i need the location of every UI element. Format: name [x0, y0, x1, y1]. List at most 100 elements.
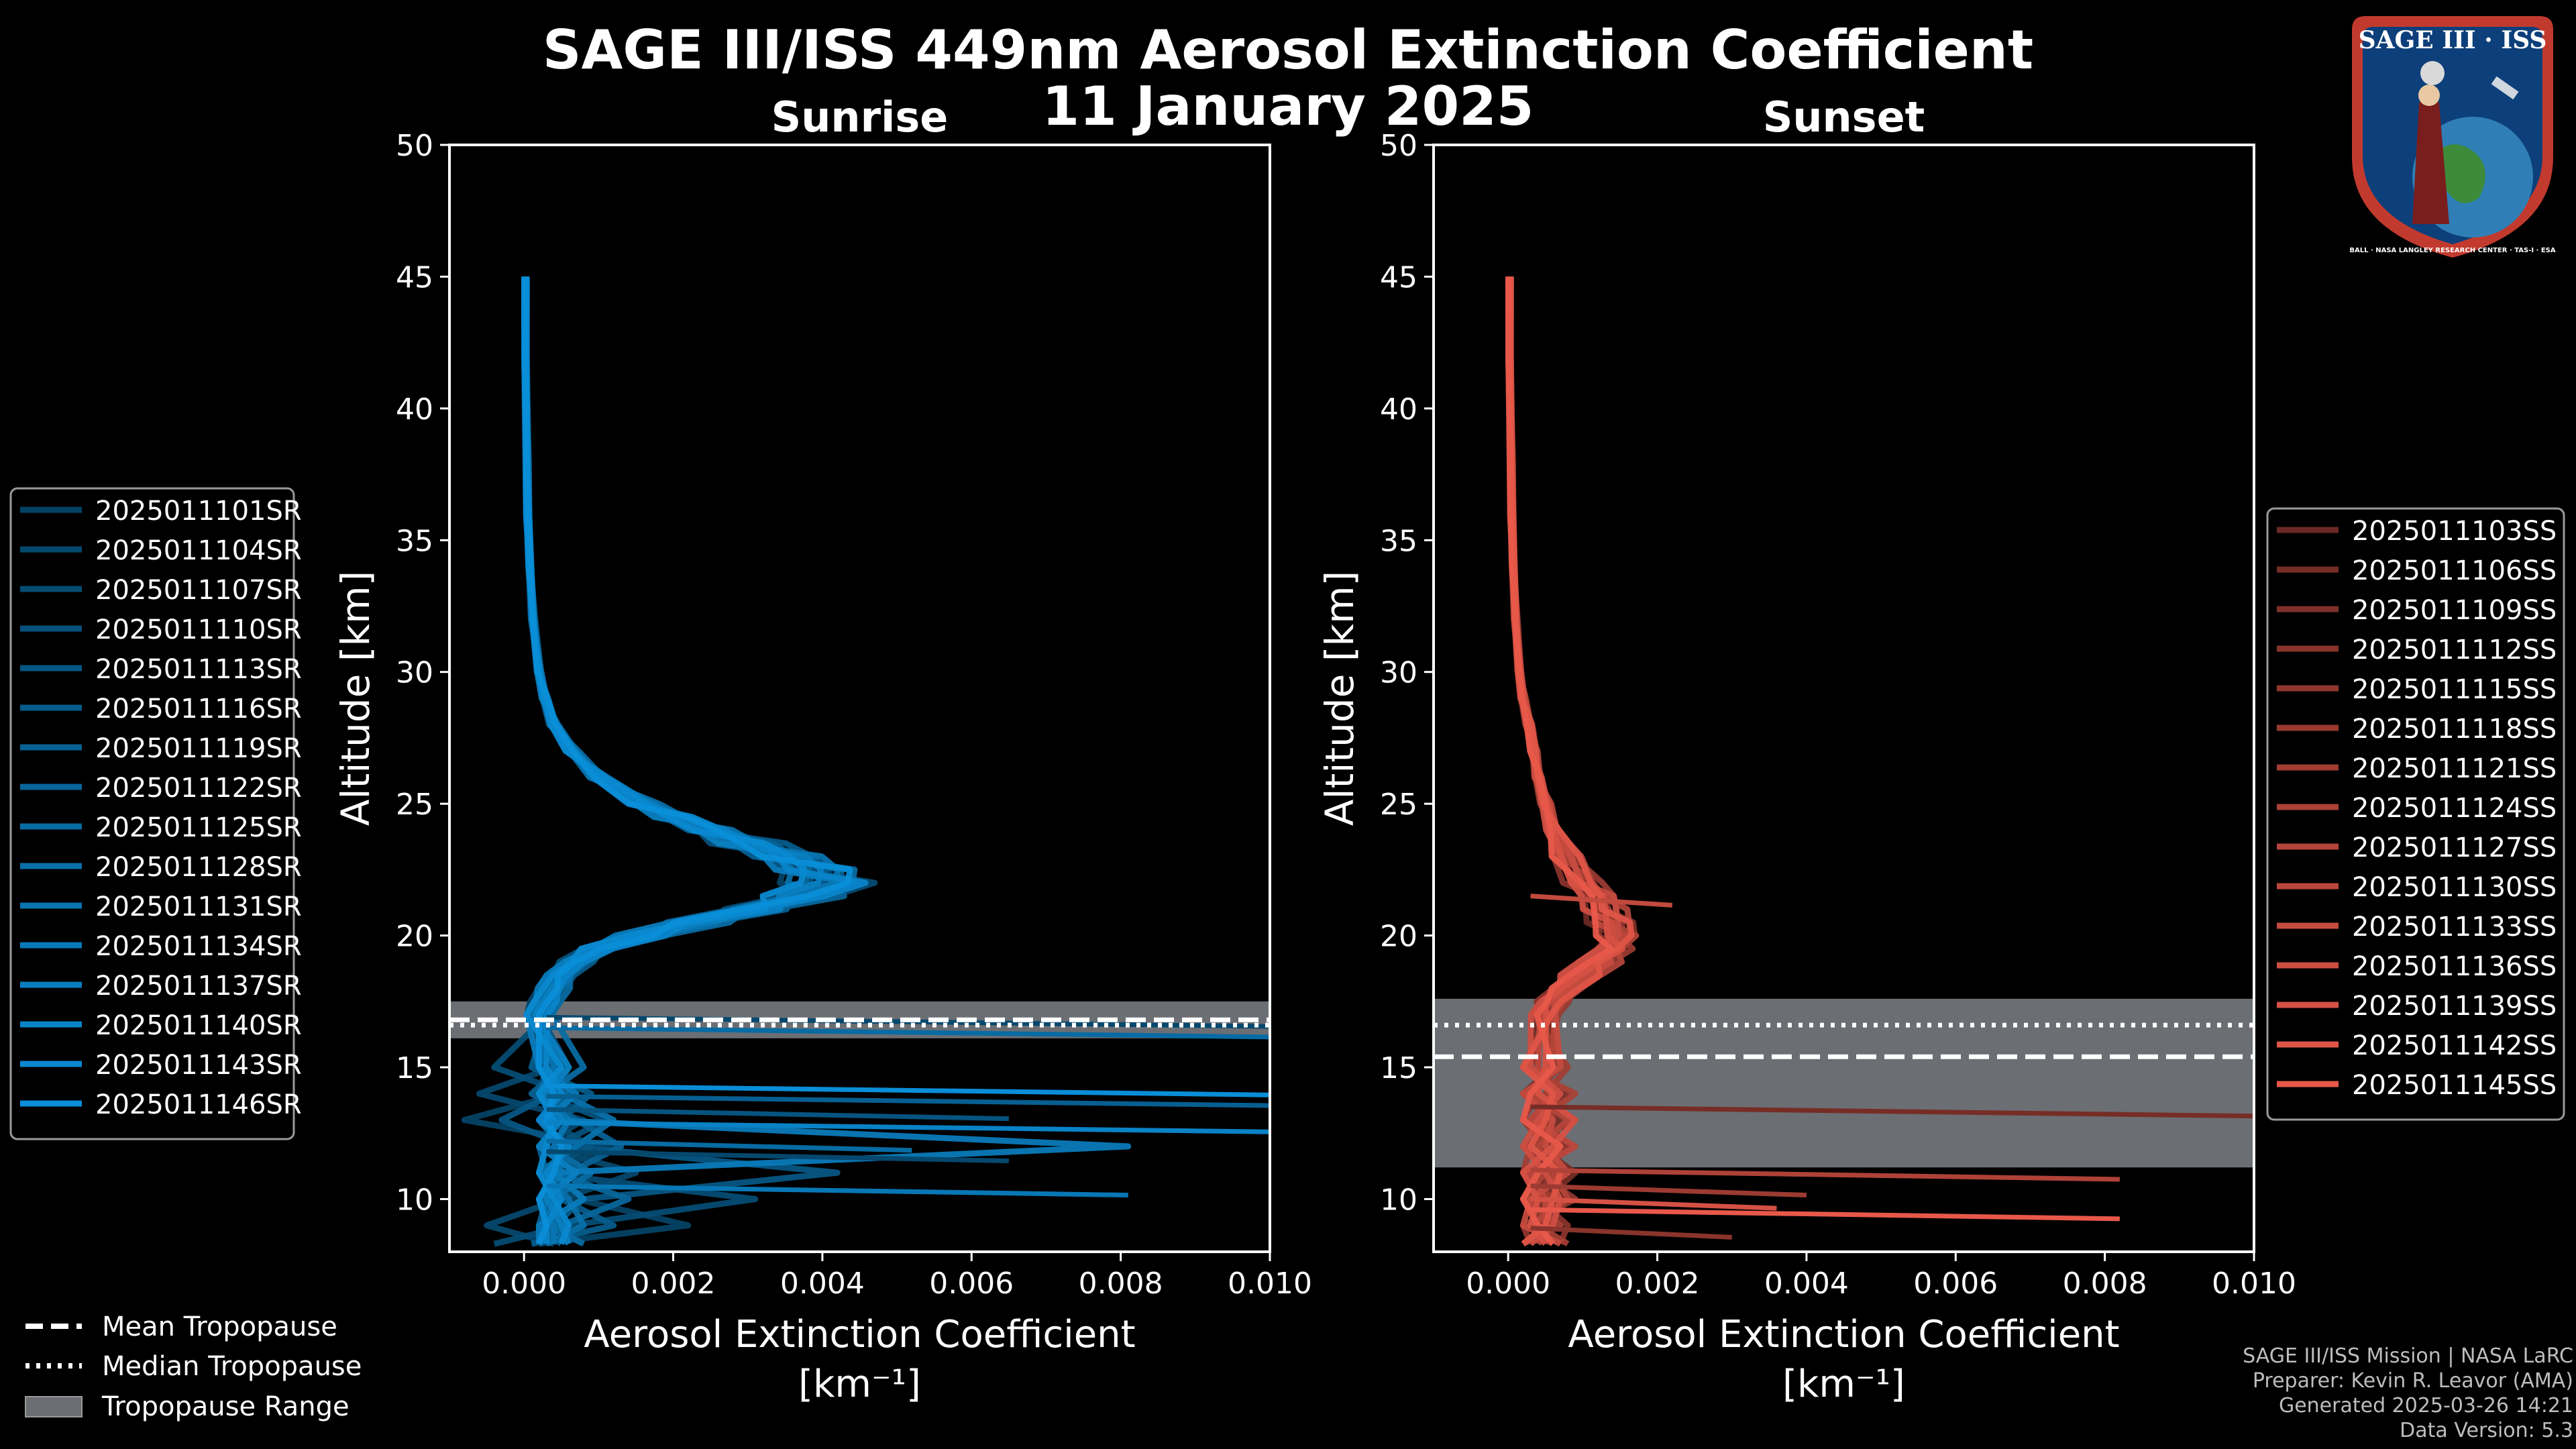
- sunrise-ytick-label: 10: [396, 1183, 433, 1217]
- legend-label-2025011103SS: 2025011103SS: [2352, 516, 2557, 547]
- legend-label-2025011128SR: 2025011128SR: [95, 852, 302, 883]
- sunrise-ytick-label: 20: [396, 920, 433, 954]
- credit-mission: SAGE III/ISS Mission | NASA LaRC: [2243, 1344, 2573, 1368]
- mean-tropopause-label: Mean Tropopause: [102, 1311, 337, 1342]
- sunrise-xtick-label: 0.000: [482, 1267, 566, 1301]
- sunset-spike-line: [1530, 1207, 2120, 1222]
- sunset-ytick-label: 35: [1380, 524, 1417, 558]
- logo-moon: [2420, 61, 2445, 85]
- sunset-ytick-label: 50: [1380, 129, 1417, 163]
- logo-figure: [2412, 93, 2449, 224]
- sunrise-axes-frame: [448, 144, 1271, 1253]
- sunset-spike-line: [1530, 1196, 1777, 1211]
- sunset-ytick-label: 25: [1380, 788, 1417, 822]
- sunrise-ytick-label: 40: [396, 392, 433, 427]
- sunset-panel: 10 15 20 25 30 35 40 45 50 0.000 0.002 0.004 0.006 0.…: [1317, 93, 2565, 1406]
- sunrise-ytick-label: 35: [396, 524, 433, 558]
- legend-label-2025011118SS: 2025011118SS: [2352, 714, 2557, 745]
- sunset-legend-box: [2266, 507, 2565, 1121]
- sunrise-spike-line: [546, 1183, 1128, 1198]
- sunset-plot-area: [1434, 276, 2254, 1247]
- legend-label-2025011134SR: 2025011134SR: [95, 931, 302, 962]
- sage-mission-logo: SAGE III · ISS BALL · NASA LANGLEY RESEA…: [2349, 16, 2556, 258]
- sunrise-panel: 10 15 20 25 30 35 40 45 50 0.000 0.002 0.004 0.006 0.…: [9, 93, 1312, 1406]
- sunrise-legend-box: [9, 487, 295, 1140]
- legend-label-2025011122SR: 2025011122SR: [95, 773, 302, 804]
- sunset-xtick-label: 0.008: [2063, 1267, 2147, 1301]
- legend-label-2025011104SR: 2025011104SR: [95, 535, 302, 566]
- sunrise-xtick-label: 0.006: [929, 1267, 1014, 1301]
- legend-label-2025011145SS: 2025011145SS: [2352, 1070, 2557, 1101]
- logo-station: [2491, 76, 2519, 100]
- sunrise-xtick-label: 0.004: [780, 1267, 865, 1301]
- sunrise-ytick-label: 50: [396, 129, 433, 163]
- sunset-yaxis-label: Altitude [km]: [1317, 571, 1362, 826]
- series-line-2025011146SR: [522, 276, 853, 1245]
- sunset-spike-line: [1530, 1226, 1732, 1240]
- sunset-ytick-label: 15: [1380, 1051, 1417, 1085]
- legend-label-2025011119SR: 2025011119SR: [95, 733, 302, 764]
- sunset-ytick-label: 30: [1380, 656, 1417, 690]
- sunrise-yaxis-label: Altitude [km]: [333, 571, 378, 826]
- legend-label-2025011110SR: 2025011110SR: [95, 614, 302, 645]
- credit-generated: Generated 2025-03-26 14:21: [2278, 1394, 2573, 1417]
- logo-figure-head: [2418, 85, 2440, 106]
- logo-wordmark: SAGE III · ISS: [2359, 26, 2547, 54]
- legend-label-2025011124SS: 2025011124SS: [2352, 793, 2557, 824]
- sunset-axes-frame: [1432, 144, 2255, 1253]
- legend-label-2025011143SR: 2025011143SR: [95, 1050, 302, 1081]
- sunset-xtick-label: 0.006: [1913, 1267, 1998, 1301]
- legend-label-2025011146SR: 2025011146SR: [95, 1089, 302, 1120]
- legend-label-2025011109SS: 2025011109SS: [2352, 595, 2557, 626]
- sunrise-spike-line: [546, 1025, 1270, 1040]
- sunrise-xtick-label: 0.002: [631, 1267, 716, 1301]
- tropopause-legend: Mean Tropopause Median Tropopause Tropopau…: [25, 1311, 362, 1422]
- legend-label-2025011107SR: 2025011107SR: [95, 575, 302, 606]
- legend-label-2025011113SR: 2025011113SR: [95, 654, 302, 685]
- tropopause-range-label: Tropopause Range: [101, 1391, 350, 1422]
- credits-block: SAGE III/ISS Mission | NASA LaRC Prepare…: [2243, 1344, 2573, 1443]
- sunset-xaxis-label: Aerosol Extinction Coefficient: [1568, 1313, 2119, 1356]
- legend-label-2025011131SR: 2025011131SR: [95, 892, 302, 922]
- sunrise-ytick-label: 15: [396, 1051, 433, 1085]
- sunrise-spike-line: [546, 1138, 912, 1153]
- sunrise-xtick-label: 0.008: [1079, 1267, 1163, 1301]
- sunset-ytick-label: 45: [1380, 260, 1417, 294]
- sunrise-spike-line: [546, 1149, 1009, 1163]
- legend-label-2025011116SR: 2025011116SR: [95, 694, 302, 724]
- chart-subtitle: 11 January 2025: [1042, 75, 1534, 138]
- sunrise-spike-line: [546, 1083, 1270, 1097]
- legend-label-2025011127SS: 2025011127SS: [2352, 833, 2557, 863]
- legend-label-2025011125SR: 2025011125SR: [95, 812, 302, 843]
- sunrise-spike-line: [546, 1107, 1009, 1122]
- legend-label-2025011112SS: 2025011112SS: [2352, 635, 2557, 665]
- chart-title: SAGE III/ISS 449nm Aerosol Extinction Co…: [542, 19, 2034, 81]
- sunrise-ytick-label: 25: [396, 788, 433, 822]
- legend-label-2025011130SS: 2025011130SS: [2352, 872, 2557, 903]
- sunset-ytick-label: 20: [1380, 920, 1417, 954]
- sunset-spike-line: [1530, 894, 1673, 908]
- legend-label-2025011115SS: 2025011115SS: [2352, 674, 2557, 705]
- legend-label-2025011101SR: 2025011101SR: [95, 496, 302, 527]
- sunrise-ytick-label: 45: [396, 260, 433, 294]
- legend-label-2025011140SR: 2025011140SR: [95, 1010, 302, 1041]
- sunrise-plot-area: [449, 276, 1270, 1247]
- sunset-xtick-label: 0.002: [1615, 1267, 1700, 1301]
- sunset-xtick-label: 0.004: [1764, 1267, 1849, 1301]
- sunset-legend: 2025011103SS 2025011106SS 2025011109SS 2025…: [2266, 507, 2565, 1121]
- legend-label-2025011142SS: 2025011142SS: [2352, 1030, 2557, 1061]
- sunset-xtick-label: 0.010: [2212, 1267, 2296, 1301]
- legend-label-2025011121SS: 2025011121SS: [2352, 753, 2557, 784]
- sunset-panel-title: Sunset: [1763, 93, 1925, 142]
- sunset-spike-line: [1530, 1167, 2120, 1182]
- legend-label-2025011139SS: 2025011139SS: [2352, 991, 2557, 1022]
- credit-preparer: Preparer: Kevin R. Leavor (AMA): [2252, 1369, 2573, 1393]
- sunset-ytick-label: 40: [1380, 392, 1417, 427]
- sunrise-xaxis-unit: [km⁻¹]: [798, 1362, 921, 1406]
- sunrise-xtick-label: 0.010: [1228, 1267, 1312, 1301]
- legend-label-2025011133SS: 2025011133SS: [2352, 912, 2557, 943]
- legend-label-2025011136SS: 2025011136SS: [2352, 951, 2557, 982]
- credit-version: Data Version: 5.3: [2400, 1419, 2573, 1442]
- sunset-spike-line: [1530, 1183, 1807, 1198]
